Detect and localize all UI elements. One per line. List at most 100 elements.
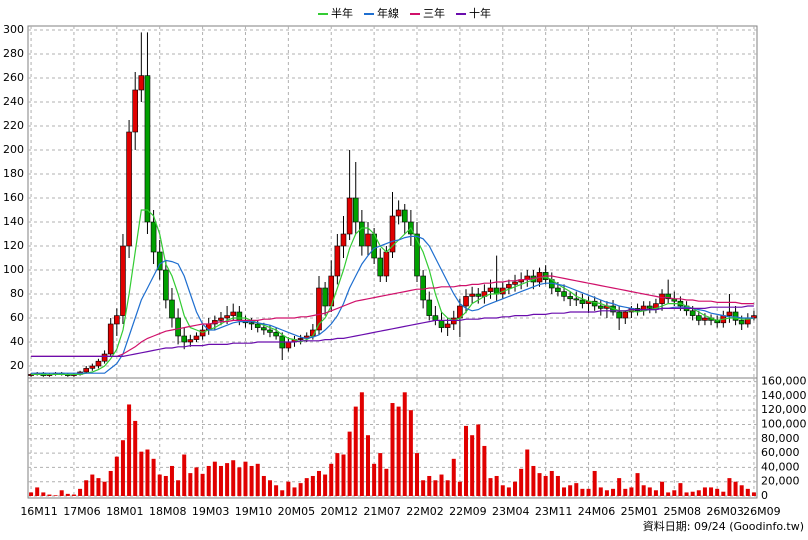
candle-body (426, 299, 433, 316)
candle-body (512, 281, 518, 285)
volume-bar (513, 481, 518, 496)
volume-bar (53, 495, 58, 496)
volume-bar (445, 480, 450, 496)
volume-bar (733, 481, 738, 496)
volume-bar (359, 392, 364, 496)
y2-tick-label: 40,000 (761, 460, 800, 473)
volume-bar (562, 487, 567, 496)
volume-bar (163, 475, 168, 496)
candle-body (334, 245, 341, 277)
volume-bar (261, 475, 266, 496)
volume-bar (237, 467, 242, 496)
volume-bar (139, 451, 144, 496)
volume-bar (555, 475, 560, 496)
candle-body (487, 287, 494, 292)
candle-body (622, 311, 629, 319)
volume-bar (464, 425, 469, 496)
volume-bar (59, 490, 64, 496)
volume-bar (133, 420, 138, 496)
volume-bar (684, 492, 689, 496)
candle-body (469, 293, 475, 297)
y2-tick-label: 80,000 (761, 432, 800, 445)
volume-bar (623, 488, 628, 496)
volume-bar (298, 483, 303, 496)
volume-bar (525, 449, 530, 496)
y-tick-label: 180 (3, 167, 24, 180)
volume-bar (35, 487, 40, 496)
candle-body (316, 287, 322, 331)
volume-bar (519, 468, 524, 496)
volume-bar (372, 463, 377, 496)
candle-body (659, 293, 665, 304)
volume-bar (543, 475, 548, 496)
y-tick-label: 160 (3, 191, 24, 204)
y-tick-label: 220 (3, 119, 24, 132)
y-tick-label: 300 (3, 23, 24, 36)
volume-bar (641, 485, 646, 496)
candle-body (138, 75, 145, 91)
candle-body (150, 221, 157, 253)
candle-body (597, 305, 604, 309)
candle-body (738, 320, 745, 325)
volume-bar (274, 485, 279, 496)
candle-body (579, 299, 586, 304)
volume-bar (751, 492, 756, 496)
volume-bar (145, 449, 150, 496)
candle-body (126, 131, 132, 247)
volume-bar (243, 461, 248, 496)
candle-body (506, 284, 512, 289)
volume-bar (365, 435, 370, 496)
candle-body (389, 215, 396, 253)
volume-bar (114, 456, 119, 496)
candle-body (132, 89, 139, 133)
candle-body (114, 315, 120, 325)
volume-bar (347, 431, 352, 496)
volume-bar (212, 461, 217, 496)
candle-body (181, 335, 188, 343)
volume-bar (408, 410, 413, 496)
volume-bar (696, 490, 701, 496)
y-tick-label: 280 (3, 47, 24, 60)
candle-body (365, 233, 371, 247)
x-tick-label: 25M01 (621, 505, 659, 518)
candle-body (322, 287, 328, 307)
volume-bar (568, 485, 573, 496)
x-tick-label: 24M06 (578, 505, 616, 518)
volume-bar (151, 458, 156, 496)
y-tick-label: 40 (10, 335, 24, 348)
volume-bar (488, 478, 493, 496)
legend-label: 三年 (423, 6, 445, 20)
legend-label: 十年 (469, 6, 491, 20)
candle-body (285, 341, 292, 349)
volume-bar (127, 404, 132, 496)
volume-bar (702, 487, 707, 496)
volume-bar (715, 488, 720, 496)
candle-body (359, 221, 365, 247)
candle-body (726, 311, 733, 316)
volume-bar (225, 463, 230, 496)
volume-bar (102, 481, 107, 496)
source-note: 資料日期: 09/24 (Goodinfo.tw) (643, 519, 804, 533)
candle-body (432, 315, 439, 321)
x-tick-label: 18M01 (106, 505, 144, 518)
x-tick-label: 21M07 (363, 505, 401, 518)
candle-body (169, 299, 175, 319)
candle-body (438, 320, 445, 328)
candle-body (273, 332, 279, 337)
volume-frame (27, 377, 758, 499)
volume-bar (506, 487, 511, 496)
x-tick-label: 26M09 (743, 505, 781, 518)
x-tick-label: 22M09 (449, 505, 487, 518)
x-tick-label: 18M08 (149, 505, 187, 518)
volume-bar (439, 474, 444, 496)
candle-body (463, 296, 469, 307)
volume-bar (304, 478, 309, 496)
volume-bar (690, 491, 695, 496)
candle-body (591, 300, 598, 307)
candle-body (95, 360, 102, 367)
candle-body (175, 317, 181, 337)
volume-bar (500, 485, 505, 496)
volume-bar (120, 440, 125, 496)
volume-bar (47, 494, 52, 496)
volume-bar (660, 481, 665, 496)
